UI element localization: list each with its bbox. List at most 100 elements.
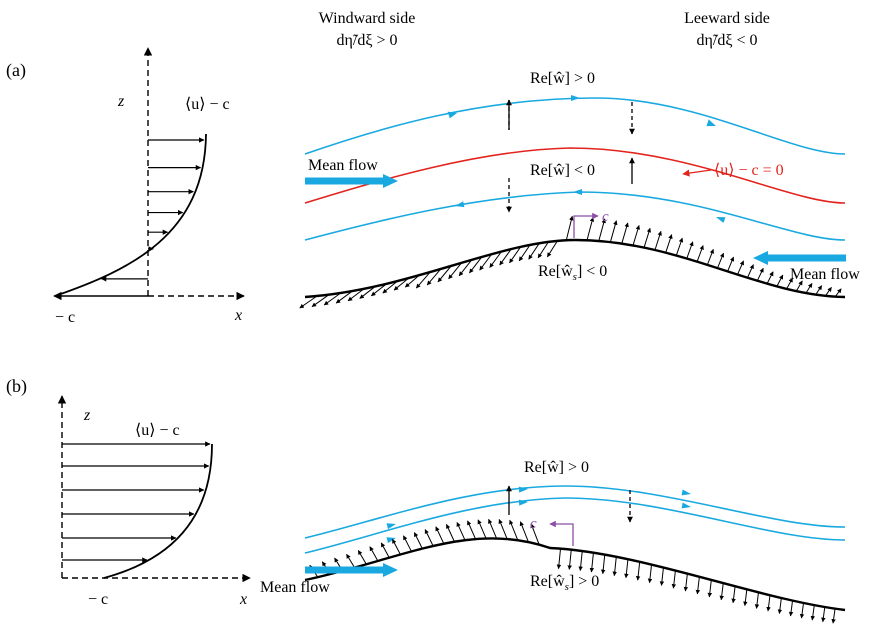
arrow — [786, 277, 794, 290]
arrow — [632, 224, 641, 246]
arrow — [509, 519, 519, 541]
critical-layer-pointer — [682, 169, 712, 177]
negative-c-label: − c — [55, 309, 75, 326]
arrow — [479, 253, 493, 271]
arrow — [659, 567, 665, 586]
arrow — [706, 248, 714, 266]
arrow — [380, 542, 390, 558]
arrow — [654, 230, 662, 251]
arrow — [402, 535, 412, 552]
arrow — [499, 248, 512, 266]
streamline-top — [304, 485, 846, 539]
mean-flow-label-left: Mean flow — [308, 157, 378, 174]
mean-flow-arrowhead-right — [753, 251, 768, 265]
arrow — [299, 295, 318, 309]
arrowhead — [716, 217, 726, 223]
velocity-profile-curve — [54, 133, 207, 297]
arrow — [335, 290, 353, 304]
leeward-title: Leeward side — [684, 10, 770, 27]
panel-a-label: (a) — [6, 60, 26, 81]
arrow — [795, 280, 803, 292]
arrow — [675, 237, 684, 256]
arrow — [567, 549, 572, 570]
phase-speed-arrow — [573, 212, 599, 238]
arrow — [621, 222, 629, 244]
arrow — [717, 252, 725, 269]
arrow — [810, 605, 816, 621]
arrow — [530, 523, 540, 545]
arrow — [424, 529, 434, 547]
arrow — [370, 283, 387, 297]
arrow — [647, 564, 653, 584]
mean-flow-label-right: Mean flow — [790, 266, 860, 283]
arrow — [600, 554, 606, 575]
arrow — [719, 583, 724, 601]
arrow — [565, 215, 574, 241]
re-ws-main: Re[ŵ — [530, 573, 565, 590]
arrow — [578, 550, 583, 572]
arrowhead — [706, 119, 716, 127]
surface-velocity-arrows — [299, 215, 842, 309]
re-ws-subscript: s — [565, 581, 569, 593]
phase-speed-label: c — [530, 516, 537, 532]
arrow — [799, 602, 805, 619]
arrow — [805, 283, 813, 294]
z-axis-label: z — [117, 93, 125, 110]
arrow — [686, 241, 694, 259]
mean-flow-arrowhead — [383, 563, 398, 577]
arrow — [683, 573, 689, 592]
streamline-bottom — [304, 497, 846, 554]
panel-b-schematic: Re[ŵ] > 0 Mean flow c Re[ŵs] > 0 — [260, 459, 846, 624]
windward-condition: dη̃/dξ > 0 — [337, 32, 398, 49]
arrow — [426, 268, 442, 286]
arrow — [737, 260, 744, 275]
arrowhead — [518, 499, 528, 506]
arrow — [413, 532, 423, 549]
arrow — [766, 271, 774, 284]
arrow — [589, 552, 595, 573]
arrow — [488, 518, 498, 539]
arrow — [598, 218, 606, 242]
leeward-condition: dη̃/dξ < 0 — [697, 32, 758, 49]
arrow — [415, 271, 431, 289]
arrow — [665, 234, 673, 253]
arrow — [509, 246, 522, 264]
critical-layer-label: ⟨u⟩ − c = 0 — [714, 162, 784, 179]
velocity-arrows — [62, 441, 211, 563]
arrow — [489, 251, 502, 268]
windward-title: Windward side — [319, 10, 416, 27]
arrow — [519, 521, 529, 543]
arrowhead — [518, 486, 528, 493]
re-ws-label: Re[ŵs] > 0 — [530, 573, 599, 593]
velocity-profile-curve — [103, 443, 213, 579]
arrow — [766, 595, 771, 612]
arrow — [448, 262, 462, 280]
arrow — [556, 548, 562, 570]
arrow — [323, 292, 342, 306]
arrow — [586, 217, 595, 241]
arrow — [671, 570, 677, 589]
streamline-top — [304, 97, 846, 155]
arrow — [776, 274, 784, 287]
arrow — [458, 259, 473, 277]
re-ws-tail: ] < 0 — [577, 263, 607, 280]
arrow — [825, 287, 832, 297]
arrow — [777, 597, 783, 615]
re-ws-tail: ] > 0 — [569, 573, 599, 590]
panel-a-schematic: Re[ŵ] > 0 Re[ŵ] < 0 Mean flow Mean flow … — [299, 70, 860, 309]
arrow — [445, 523, 455, 542]
z-axis-label: z — [83, 407, 91, 424]
arrow — [831, 608, 836, 624]
arrow — [477, 519, 487, 539]
re-ws-subscript: s — [573, 271, 577, 283]
arrow — [369, 546, 379, 562]
arrow — [469, 256, 483, 274]
profile-label: ⟨u⟩ − c — [135, 422, 180, 439]
profile-label: ⟨u⟩ − c — [185, 96, 230, 113]
arrow — [537, 241, 549, 259]
arrow — [731, 586, 736, 604]
arrow — [391, 538, 401, 555]
arrow — [404, 274, 420, 288]
arrow — [834, 288, 842, 297]
